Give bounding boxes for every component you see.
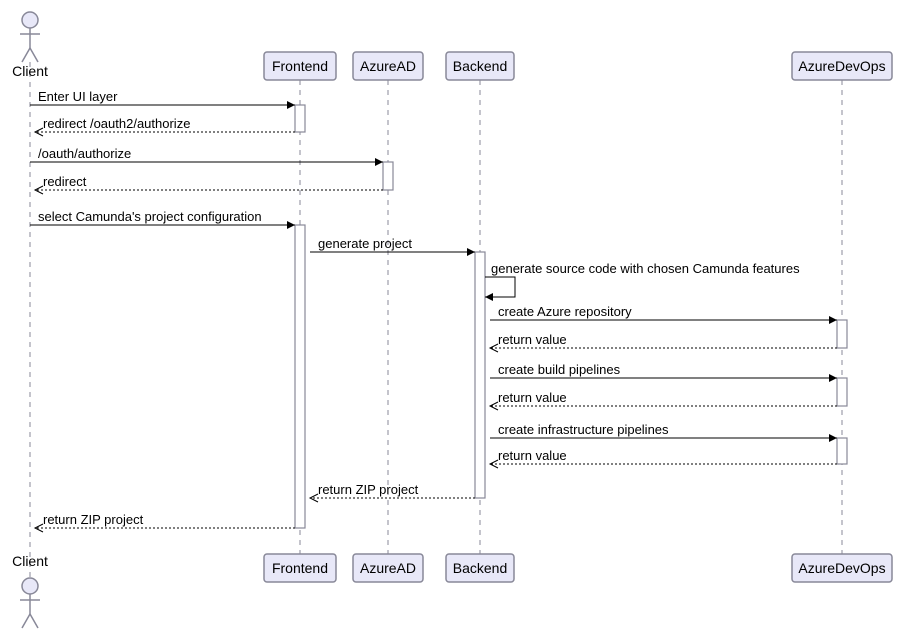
message-label: create Azure repository xyxy=(498,304,632,319)
arrowhead xyxy=(287,221,295,229)
activation-bar xyxy=(475,252,485,498)
message-label: return value xyxy=(498,332,567,347)
participant-label: Backend xyxy=(453,560,507,576)
arrowhead xyxy=(829,316,837,324)
actor-leg xyxy=(22,48,30,62)
message-label: return value xyxy=(498,448,567,463)
message-label: create infrastructure pipelines xyxy=(498,422,669,437)
activation-bar xyxy=(837,320,847,348)
activation-bar xyxy=(837,438,847,464)
actor-label: Client xyxy=(12,553,48,569)
message-label: redirect xyxy=(43,174,87,189)
arrowhead xyxy=(829,374,837,382)
actor-head xyxy=(22,578,38,594)
participant-label: Frontend xyxy=(272,560,328,576)
participant-label: Frontend xyxy=(272,58,328,74)
activation-bar xyxy=(295,225,305,528)
participant-label: AzureAD xyxy=(360,560,416,576)
message-label: redirect /oauth2/authorize xyxy=(43,116,190,131)
actor-leg xyxy=(30,614,38,628)
arrowhead xyxy=(485,293,493,301)
participant-label: Backend xyxy=(453,58,507,74)
message-label: return ZIP project xyxy=(318,482,419,497)
message-label: /oauth/authorize xyxy=(38,146,131,161)
arrowhead xyxy=(287,101,295,109)
message-label: return value xyxy=(498,390,567,405)
activation-bar xyxy=(295,105,305,132)
arrowhead xyxy=(467,248,475,256)
arrowhead xyxy=(375,158,383,166)
activation-bar xyxy=(383,162,393,190)
participant-label: AzureDevOps xyxy=(798,560,885,576)
actor-head xyxy=(22,12,38,28)
self-message xyxy=(485,277,515,297)
activation-bar xyxy=(837,378,847,406)
message-label: Enter UI layer xyxy=(38,89,118,104)
arrowhead xyxy=(829,434,837,442)
actor-leg xyxy=(22,614,30,628)
actor-leg xyxy=(30,48,38,62)
participant-label: AzureDevOps xyxy=(798,58,885,74)
message-label: select Camunda's project configuration xyxy=(38,209,262,224)
message-label: create build pipelines xyxy=(498,362,621,377)
message-label: generate project xyxy=(318,236,412,251)
message-label: return ZIP project xyxy=(43,512,144,527)
message-label: generate source code with chosen Camunda… xyxy=(491,261,800,276)
participant-label: AzureAD xyxy=(360,58,416,74)
sequence-diagram: Client Frontend AzureAD Backend AzureDevOps E… xyxy=(0,0,907,631)
actor-label: Client xyxy=(12,63,48,79)
